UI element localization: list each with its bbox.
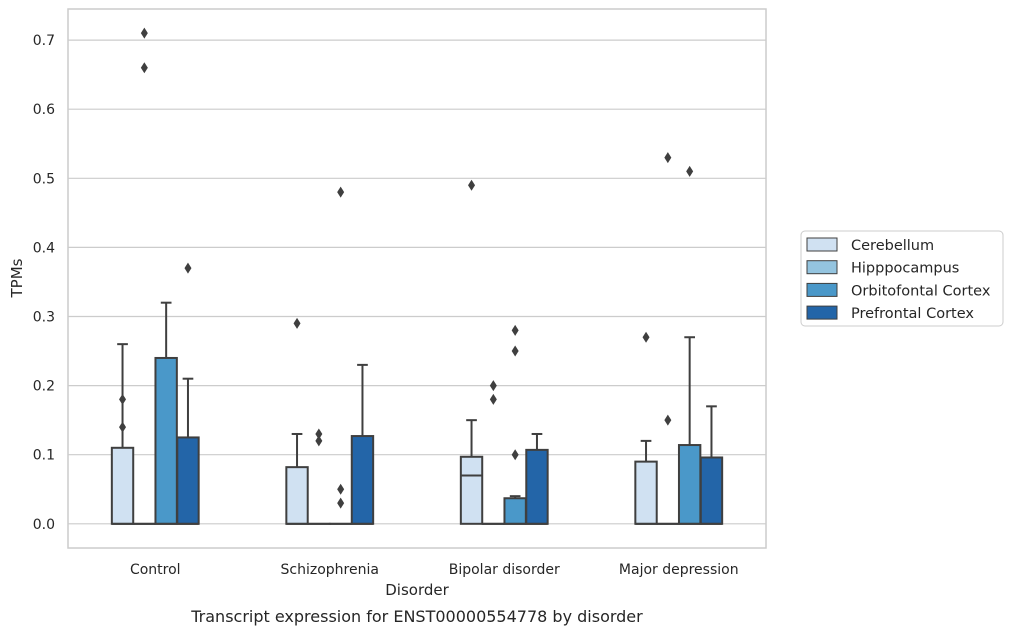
- outlier-point: [337, 483, 345, 495]
- x-tick-label: Major depression: [619, 562, 739, 578]
- box-body: [350, 435, 375, 525]
- box-groups: [110, 27, 724, 525]
- outlier-point: [337, 497, 345, 509]
- y-tick-label: 0.3: [33, 310, 55, 326]
- plot-frame: [67, 8, 767, 549]
- box-0-3: [176, 262, 200, 525]
- box-0-2: [154, 301, 178, 525]
- box-body: [503, 497, 527, 525]
- legend-swatch: [806, 260, 838, 275]
- y-tick-label: 0.1: [33, 448, 55, 464]
- outlier-point: [315, 435, 323, 447]
- legend-frame: [800, 230, 1004, 327]
- box-1-0: [285, 317, 309, 525]
- box-body: [459, 455, 484, 525]
- x-tick-label: Schizophrenia: [281, 562, 379, 578]
- chart-caption: Transcript expression for ENST0000055477…: [190, 607, 643, 626]
- outlier-point: [293, 317, 301, 329]
- y-tick-label: 0.7: [33, 33, 55, 49]
- outlier-point: [315, 428, 323, 440]
- outlier-point: [119, 393, 127, 405]
- y-tick-labels: 0.0 0.1 0.2 0.3 0.4 0.5 0.6 0.7: [33, 33, 55, 533]
- legend-label: Prefrontal Cortex: [851, 306, 974, 322]
- box-body: [176, 436, 200, 525]
- outlier-point: [489, 380, 497, 392]
- x-tick-label: Bipolar disorder: [449, 562, 560, 578]
- y-axis-title: TPMs: [8, 258, 26, 298]
- outlier-point: [686, 165, 694, 177]
- outlier-point: [140, 62, 148, 74]
- y-tick-label: 0.0: [33, 517, 55, 533]
- legend-label: Orbitofontal Cortex: [851, 283, 991, 299]
- box-1-3: [350, 363, 375, 525]
- box-2-2: [503, 324, 527, 525]
- box-2-0: [459, 179, 484, 525]
- box-body: [525, 448, 549, 525]
- box-body: [634, 460, 658, 525]
- box-body: [677, 444, 702, 525]
- outlier-point: [664, 152, 672, 164]
- box-body: [110, 446, 135, 525]
- legend-label: Hipppocampus: [851, 261, 959, 277]
- legend-swatch: [806, 282, 838, 297]
- outlier-point: [511, 324, 519, 336]
- outlier-point: [664, 414, 672, 426]
- y-tick-label: 0.4: [33, 240, 55, 256]
- outlier-point: [642, 331, 650, 343]
- y-tick-label: 0.2: [33, 379, 55, 395]
- legend: Cerebellum Hipppocampus Orbitofontal Corte…: [800, 230, 1004, 327]
- box-body: [285, 466, 309, 525]
- outlier-point: [337, 186, 345, 198]
- outlier-point: [489, 393, 497, 405]
- box-2-1: [481, 380, 506, 525]
- outlier-point: [119, 421, 127, 433]
- outlier-point: [468, 179, 476, 191]
- y-tick-label: 0.6: [33, 102, 55, 118]
- outlier-point: [140, 27, 148, 39]
- outlier-point: [511, 345, 519, 357]
- outlier-point: [511, 449, 519, 461]
- x-axis-title: Disorder: [385, 581, 449, 599]
- legend-label: Cerebellum: [851, 238, 934, 254]
- box-3-0: [634, 331, 658, 525]
- legend-swatch: [806, 237, 838, 252]
- box-body: [154, 356, 178, 525]
- box-2-3: [525, 432, 549, 525]
- box-3-1: [656, 152, 680, 525]
- legend-swatch: [806, 305, 838, 320]
- x-tick-labels: Control Schizophrenia Bipolar disorder Majo…: [130, 562, 739, 578]
- box-1-1: [307, 428, 331, 525]
- box-0-0: [110, 343, 135, 525]
- box-3-2: [677, 165, 702, 525]
- y-tick-label: 0.5: [33, 171, 55, 187]
- outlier-point: [184, 262, 192, 274]
- box-0-1: [132, 27, 157, 525]
- x-tick-label: Control: [130, 562, 181, 578]
- box-3-3: [699, 405, 724, 525]
- box-1-2: [328, 186, 353, 525]
- box-body: [699, 456, 724, 525]
